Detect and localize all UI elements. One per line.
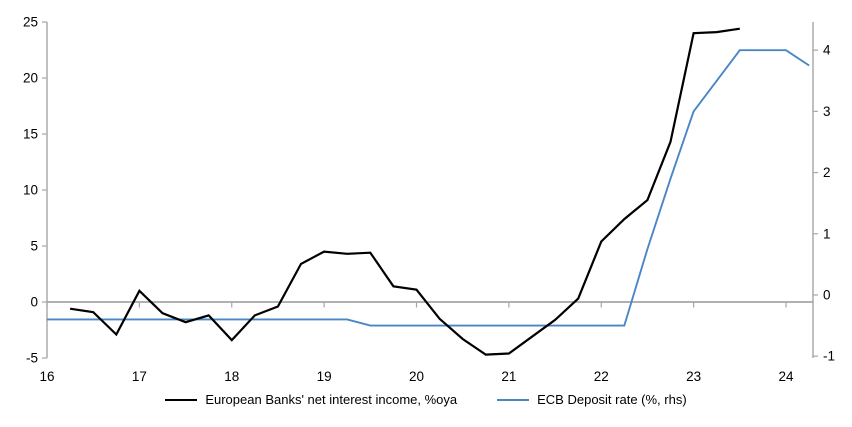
legend: European Banks' net interest income, %oy…: [0, 392, 852, 407]
ecb-series-swatch: [497, 398, 530, 401]
left-axis-tick-label: 20: [23, 71, 38, 86]
x-axis-tick-label: 24: [778, 369, 794, 384]
left-axis-tick-label: -5: [26, 351, 38, 366]
right-axis-tick-label: -1: [823, 349, 835, 364]
x-axis-tick-label: 23: [686, 369, 701, 384]
left-axis-tick-label: 15: [23, 127, 38, 142]
left-axis-tick-label: 25: [23, 15, 38, 30]
x-axis-tick-label: 16: [39, 369, 54, 384]
nii-line: [69, 27, 740, 356]
x-axis-labels: 16 17 18 19 20 21 22 23 24: [39, 369, 794, 384]
x-axis-tick-label: 20: [409, 369, 424, 384]
right-axis: -1 0 1 2 3 4: [812, 22, 835, 364]
left-axis: -5 0 5 10 15 20 25: [23, 15, 48, 366]
legend-item-net-interest-income: European Banks' net interest income, %oy…: [165, 392, 457, 407]
right-axis-tick-label: 1: [823, 226, 831, 241]
series-lines: [47, 27, 810, 356]
right-axis-tick-label: 4: [823, 43, 831, 58]
zero-gridline: [46, 301, 813, 308]
right-axis-tick-label: 3: [823, 104, 831, 119]
ecb-series-label: ECB Deposit rate (%, rhs): [537, 392, 687, 407]
legend-item-ecb-deposit-rate: ECB Deposit rate (%, rhs): [497, 392, 687, 407]
ecb-rate-line: [47, 49, 810, 327]
nii-series-label: European Banks' net interest income, %oy…: [205, 392, 458, 407]
left-axis-tick-label: 0: [30, 295, 38, 310]
x-axis-tick-label: 17: [132, 369, 147, 384]
x-axis-tick-label: 22: [594, 369, 609, 384]
x-axis-tick-label: 21: [501, 369, 516, 384]
left-axis-tick-label: 10: [23, 183, 38, 198]
right-axis-tick-label: 2: [823, 165, 831, 180]
left-axis-tick-label: 5: [30, 239, 38, 254]
right-axis-tick-label: 0: [823, 287, 831, 302]
nii-series-swatch: [165, 398, 198, 401]
x-axis-tick-label: 18: [224, 369, 239, 384]
x-axis-tick-label: 19: [317, 369, 332, 384]
